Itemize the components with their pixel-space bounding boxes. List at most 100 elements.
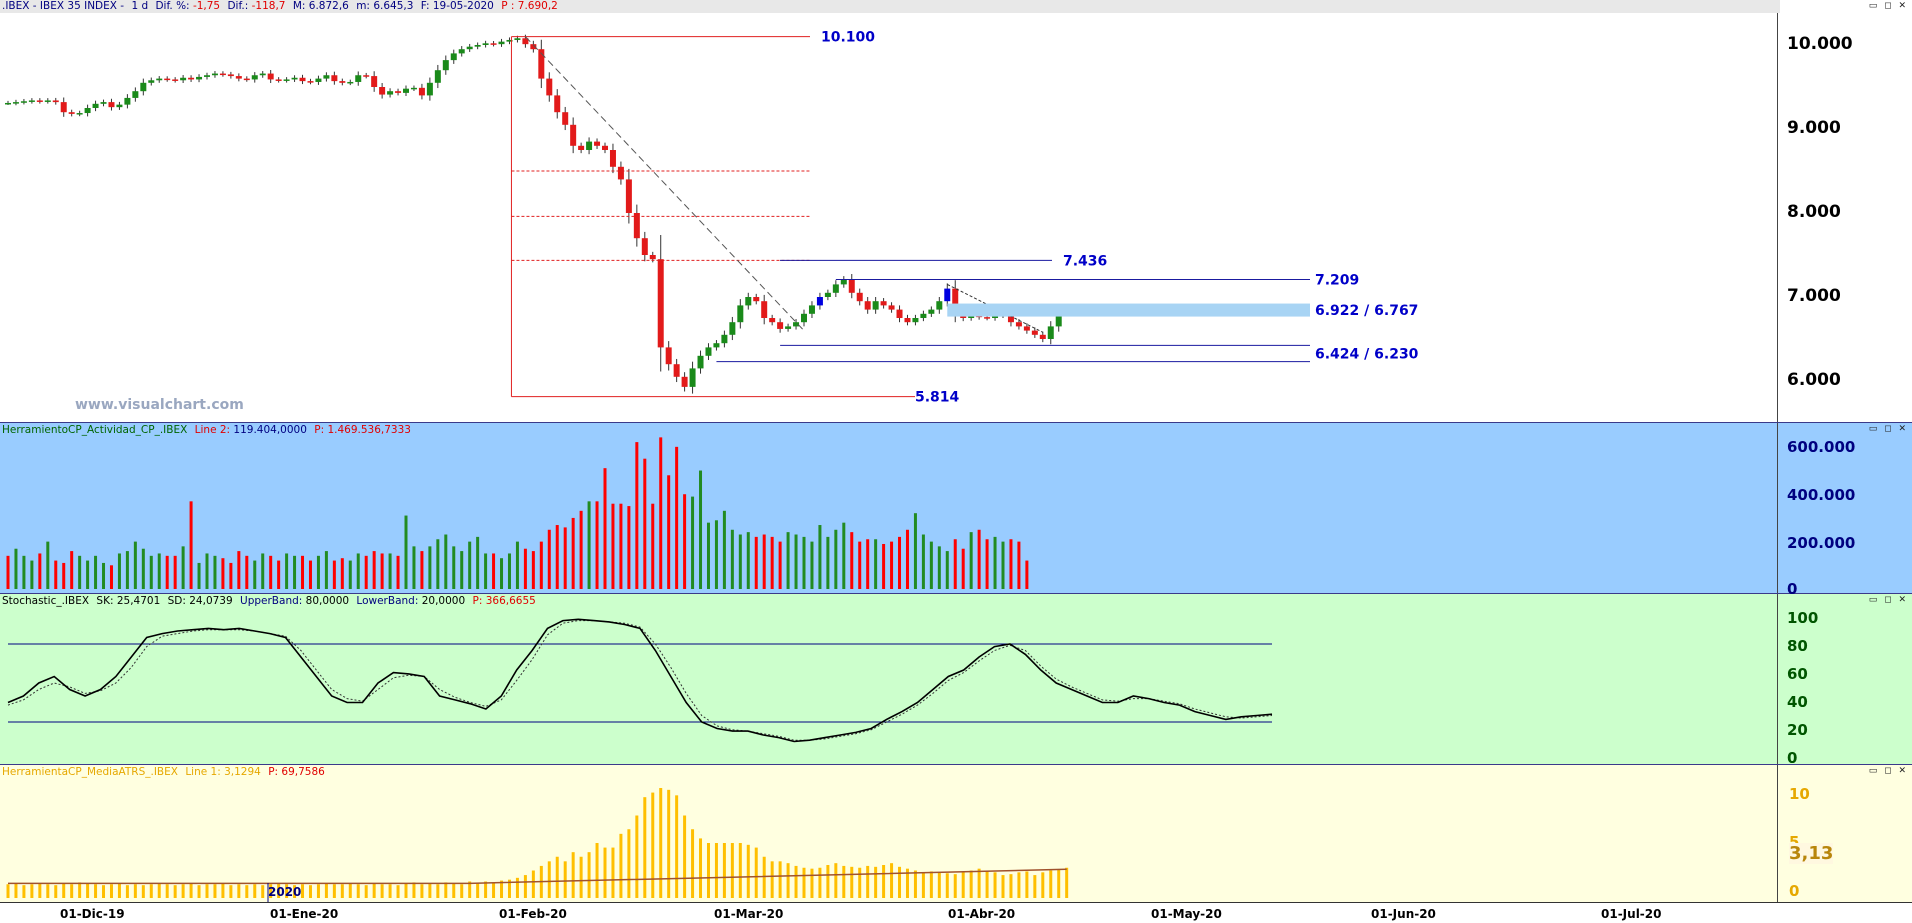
price-scale[interactable]: 10.000 9.000 8.000 7.000 6.000	[1779, 0, 1912, 422]
candle-body	[546, 78, 553, 96]
atr-plot-area[interactable]: 2020	[0, 765, 1778, 902]
atr-line1-label: Line 1:	[185, 766, 221, 778]
volume-bar	[94, 555, 98, 589]
volume-bar	[348, 560, 352, 589]
candle-body	[124, 97, 131, 105]
volume-bar	[372, 551, 376, 589]
atr-bar	[205, 884, 209, 898]
candle-body	[172, 79, 179, 81]
candle-body	[68, 112, 75, 114]
volume-bar	[890, 541, 894, 589]
atr-bar	[253, 884, 257, 898]
stochastic-scale[interactable]: 100 80 60 40 20 0	[1779, 594, 1912, 767]
atr-bar	[810, 868, 814, 898]
atr-bar	[1049, 870, 1053, 898]
atr-bar	[332, 884, 336, 898]
volume-bar	[977, 529, 981, 589]
atr-bar	[197, 885, 201, 898]
candle-body	[52, 100, 59, 103]
candle-body	[801, 313, 807, 323]
atr-scale[interactable]: 10 5 0 3,13	[1779, 765, 1912, 902]
volume-panel[interactable]: HerramientoCP_Actividad_CP_.IBEX Line 2:…	[0, 423, 1912, 598]
atr-bar	[46, 884, 50, 898]
stochastic-panel[interactable]: Stochastic_.IBEX SK: 25,4701 SD: 24,0739…	[0, 594, 1912, 767]
price-chart: 10.100 7.436 7.209 6.922 / 6.767 6.424 / 6.2…	[5, 30, 1419, 406]
price-window-controls[interactable]: ▭ ◻ ✕	[1868, 1, 1908, 11]
volume-tick-0: 0	[1787, 580, 1798, 598]
atr-bar	[181, 884, 185, 898]
atr-bar	[651, 792, 655, 898]
volume-bar	[213, 555, 217, 589]
volume-bar	[913, 513, 917, 589]
volume-bar	[882, 543, 886, 589]
candle-body	[5, 102, 11, 105]
price-plot-area[interactable]: 10.100 7.436 7.209 6.922 / 6.767 6.424 / 6.2…	[0, 0, 1778, 422]
candle-body	[387, 91, 394, 95]
atr-bar	[683, 815, 687, 898]
candle-body	[92, 103, 99, 108]
volume-bar	[611, 503, 615, 589]
volume-bar	[953, 539, 957, 589]
atr-bar	[706, 843, 710, 898]
atr-panel[interactable]: HerramientaCP_MediaATRS_.IBEX Line 1: 3,…	[0, 765, 1912, 902]
atr-average-line	[8, 868, 1067, 885]
volume-bar	[866, 539, 870, 589]
volume-bar	[937, 546, 941, 589]
sk-label: SK:	[96, 595, 114, 607]
atr-bar	[515, 877, 519, 898]
volume-bar	[484, 553, 488, 589]
volume-bar	[86, 560, 90, 589]
price-tick-7000: 7.000	[1787, 286, 1841, 306]
atr-bar	[619, 833, 623, 898]
stochastic-plot-area[interactable]	[0, 594, 1778, 764]
candle-body	[442, 60, 449, 71]
volume-plot-area[interactable]	[0, 423, 1778, 593]
max-label: M:	[292, 0, 306, 12]
volume-bar	[587, 501, 591, 589]
candle-body	[769, 318, 776, 323]
candle-body	[944, 288, 951, 302]
atr-bar	[826, 865, 830, 898]
volume-bar	[133, 541, 137, 589]
price-panel[interactable]: .IBEX - IBEX 35 INDEX - 1 d Dif. %: -1,7…	[0, 0, 1912, 423]
volume-tick-200000: 200.000	[1787, 534, 1856, 552]
candle-body	[912, 318, 919, 323]
volume-window-controls[interactable]: ▭ ◻ ✕	[1868, 424, 1908, 434]
atr-bar	[898, 866, 902, 898]
dif-pct-label: Dif. %:	[155, 0, 190, 12]
atr-window-controls[interactable]: ▭ ◻ ✕	[1868, 766, 1908, 776]
volume-bar	[388, 553, 392, 589]
volume-bar	[253, 560, 257, 589]
volume-bar	[102, 562, 106, 589]
stochastic-window-controls[interactable]: ▭ ◻ ✕	[1868, 595, 1908, 605]
volume-bar	[531, 551, 535, 589]
volume-bar	[181, 546, 185, 589]
min-value: 6.645,3	[373, 0, 414, 12]
atr-bar	[396, 885, 400, 898]
volume-scale[interactable]: 600.000 400.000 200.000 0	[1779, 423, 1912, 598]
candle-body	[355, 75, 362, 82]
volume-bar	[109, 565, 113, 589]
max-value: 6.872,6	[308, 0, 349, 12]
volume-line2-value: 119.404,0000	[233, 424, 307, 436]
candle-body	[100, 102, 107, 104]
volume-bar	[921, 534, 925, 589]
volume-bar	[722, 510, 726, 589]
sd-value: 24,0739	[189, 595, 233, 607]
atr-line1-value: 3,1294	[224, 766, 261, 778]
candle-body	[554, 95, 561, 113]
downtrend-line	[525, 36, 805, 331]
volume-bar	[1017, 541, 1021, 589]
candle-body	[657, 259, 664, 348]
volume-bar	[1009, 539, 1013, 589]
atr-bar	[94, 884, 98, 898]
atr-bar	[929, 871, 933, 898]
atr-bar	[316, 884, 320, 898]
candle-body	[482, 43, 489, 45]
volume-bar	[675, 446, 679, 589]
price-tick-6000: 6.000	[1787, 370, 1841, 390]
candle-body	[28, 100, 35, 102]
volume-bar	[396, 555, 400, 589]
time-axis[interactable]: 01-Dic-19 01-Ene-20 01-Feb-20 01-Mar-20 …	[0, 902, 1912, 923]
volume-bar	[316, 555, 320, 589]
